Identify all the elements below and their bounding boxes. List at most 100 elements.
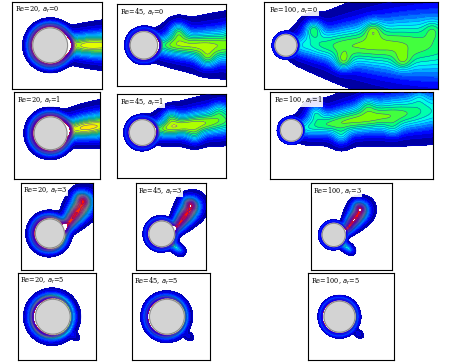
Point bbox=[330, 232, 337, 238]
Point bbox=[330, 232, 337, 238]
Point bbox=[282, 42, 290, 48]
Point bbox=[163, 314, 171, 320]
Point bbox=[163, 314, 171, 320]
Point bbox=[336, 314, 343, 320]
Point bbox=[282, 42, 290, 48]
Point bbox=[158, 231, 165, 237]
Point bbox=[47, 130, 55, 136]
Point bbox=[46, 42, 54, 48]
Point bbox=[46, 231, 54, 236]
Point bbox=[140, 42, 148, 48]
Point bbox=[47, 130, 55, 136]
Point bbox=[140, 42, 148, 48]
Point bbox=[336, 314, 343, 320]
Point bbox=[163, 314, 171, 320]
Point bbox=[49, 314, 56, 320]
Point bbox=[140, 42, 148, 48]
Point bbox=[163, 314, 171, 320]
Point bbox=[330, 232, 337, 238]
Point bbox=[138, 130, 146, 135]
Point bbox=[47, 130, 55, 136]
Point bbox=[140, 42, 148, 48]
Point bbox=[46, 231, 54, 236]
Point bbox=[46, 231, 54, 236]
Point bbox=[46, 231, 54, 236]
Point bbox=[288, 127, 295, 133]
Point bbox=[158, 231, 165, 237]
Point bbox=[163, 314, 171, 320]
Text: Re=100, $a_r$=5: Re=100, $a_r$=5 bbox=[311, 276, 360, 287]
Point bbox=[282, 42, 290, 48]
Point bbox=[49, 314, 56, 320]
Point bbox=[49, 314, 56, 320]
Point bbox=[282, 42, 290, 48]
Point bbox=[163, 314, 171, 320]
Point bbox=[336, 314, 343, 320]
Point bbox=[282, 42, 290, 48]
Point bbox=[138, 130, 146, 135]
Point bbox=[49, 314, 56, 320]
Point bbox=[46, 231, 54, 236]
Point bbox=[288, 127, 295, 133]
Circle shape bbox=[149, 221, 174, 247]
Point bbox=[138, 130, 146, 135]
Point bbox=[282, 42, 290, 48]
Text: Re=20, $a_r$=5: Re=20, $a_r$=5 bbox=[20, 276, 65, 286]
Point bbox=[46, 42, 54, 48]
Point bbox=[140, 42, 148, 48]
Point bbox=[158, 231, 165, 237]
Point bbox=[282, 42, 290, 48]
Text: Re=20, $a_r$=0: Re=20, $a_r$=0 bbox=[15, 4, 59, 14]
Point bbox=[46, 42, 54, 48]
Point bbox=[49, 314, 56, 320]
Point bbox=[138, 130, 146, 135]
Point bbox=[330, 232, 337, 238]
Point bbox=[336, 314, 343, 320]
Point bbox=[49, 314, 56, 320]
Point bbox=[138, 130, 146, 135]
Point bbox=[158, 231, 165, 237]
Point bbox=[158, 231, 165, 237]
Point bbox=[330, 232, 337, 238]
Point bbox=[336, 314, 343, 320]
Point bbox=[47, 130, 55, 136]
Text: Re=100, $a_r$=0: Re=100, $a_r$=0 bbox=[269, 4, 318, 16]
Point bbox=[163, 314, 171, 320]
Point bbox=[138, 130, 146, 135]
Point bbox=[330, 232, 337, 238]
Point bbox=[288, 127, 295, 133]
Point bbox=[163, 314, 171, 320]
Point bbox=[336, 314, 343, 320]
Point bbox=[49, 314, 56, 320]
Point bbox=[282, 42, 290, 48]
Point bbox=[288, 127, 295, 133]
Point bbox=[288, 127, 295, 133]
Point bbox=[288, 127, 295, 133]
Point bbox=[163, 314, 171, 320]
Point bbox=[288, 127, 295, 133]
Point bbox=[140, 42, 148, 48]
Circle shape bbox=[34, 117, 67, 150]
Point bbox=[140, 42, 148, 48]
Point bbox=[49, 314, 56, 320]
Point bbox=[288, 127, 295, 133]
Point bbox=[46, 42, 54, 48]
Point bbox=[138, 130, 146, 135]
Point bbox=[336, 314, 343, 320]
Point bbox=[46, 231, 54, 236]
Point bbox=[140, 42, 148, 48]
Point bbox=[282, 42, 290, 48]
Circle shape bbox=[149, 299, 184, 334]
Point bbox=[138, 130, 146, 135]
Point bbox=[330, 232, 337, 238]
Point bbox=[47, 130, 55, 136]
Point bbox=[46, 231, 54, 236]
Point bbox=[46, 231, 54, 236]
Point bbox=[336, 314, 343, 320]
Point bbox=[330, 232, 337, 238]
Point bbox=[46, 42, 54, 48]
Point bbox=[47, 130, 55, 136]
Point bbox=[46, 231, 54, 236]
Point bbox=[49, 314, 56, 320]
Point bbox=[140, 42, 148, 48]
